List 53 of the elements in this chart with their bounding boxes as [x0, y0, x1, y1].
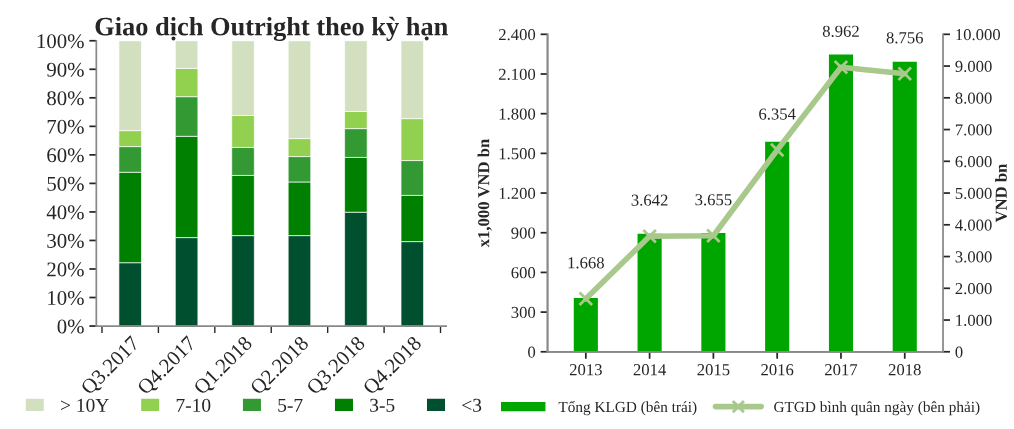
x-tick-label: 2013	[569, 364, 602, 376]
legend-label: 7-10	[176, 398, 211, 412]
y-tick-label: 90%	[47, 62, 84, 77]
y2-tick-label: 2.000	[955, 282, 992, 295]
x-tick-label: 2018	[888, 364, 921, 376]
y-tick-label: 1.500	[499, 148, 536, 160]
y-tick-label: 50%	[47, 176, 84, 191]
legend-label: GTGD bình quân ngày (bên phải)	[774, 401, 980, 416]
y-tick-label: 2.100	[498, 68, 536, 81]
y-tick-label: 0%	[57, 319, 84, 334]
data-label: 6.354	[759, 108, 796, 120]
y-tick-label: 40%	[46, 205, 84, 220]
y-tick-label: 300	[511, 306, 536, 319]
y2-tick-label: 3.000	[955, 251, 992, 263]
y-tick-label: 2.400	[498, 29, 536, 41]
y2-tick-label: 8.000	[955, 92, 992, 104]
x-tick-label: 2015	[697, 364, 730, 376]
data-label: 3.642	[631, 194, 668, 206]
legend-label: <3	[462, 398, 482, 412]
legend-label: 3-5	[370, 398, 395, 412]
legend-label: 5-7	[278, 398, 303, 412]
y2-tick-label: 0	[955, 346, 963, 358]
y-tick-label: 30%	[47, 233, 84, 248]
y-axis-title: x1,000 VND bn	[477, 139, 492, 248]
y2-tick-label: 7.000	[955, 124, 992, 136]
y-tick-label: 1.800	[499, 108, 536, 120]
y2-tick-label: 5.000	[955, 187, 992, 200]
data-label: 8.962	[822, 25, 859, 37]
x-tick-label: 2017	[825, 364, 858, 376]
y2-tick-label: 10.000	[956, 29, 1001, 41]
y2-axis-title: VND bn	[995, 163, 1007, 223]
y-tick-label: 0	[528, 346, 536, 358]
y-tick-label: 1.200	[499, 187, 536, 200]
y2-tick-label: 6.000	[955, 156, 992, 168]
data-label: 1.668	[568, 257, 604, 269]
chart-title: Giao dịch Outright theo kỳ hạn	[95, 16, 448, 42]
data-label: 3.655	[695, 194, 732, 206]
y-tick-label: 20%	[47, 262, 84, 277]
y-tick-label: 70%	[47, 119, 84, 134]
x-tick-label: 2014	[633, 364, 667, 376]
y-tick-label: 100%	[37, 34, 84, 49]
y-tick-label: 10%	[48, 290, 84, 306]
y-tick-label: 600	[511, 267, 536, 279]
data-label: 8.756	[886, 32, 923, 44]
y-tick-label: 900	[511, 227, 536, 239]
y-tick-label: 80%	[47, 91, 84, 106]
x-tick-label: 2016	[761, 364, 794, 376]
y2-tick-label: 1.000	[956, 314, 992, 327]
y2-tick-label: 4.000	[955, 219, 992, 231]
legend-label: > 10Y	[61, 398, 109, 412]
y-tick-label: 60%	[47, 148, 84, 163]
y2-tick-label: 9.000	[955, 60, 992, 73]
legend-label: Tổng KLGD (bên trái)	[558, 400, 697, 416]
